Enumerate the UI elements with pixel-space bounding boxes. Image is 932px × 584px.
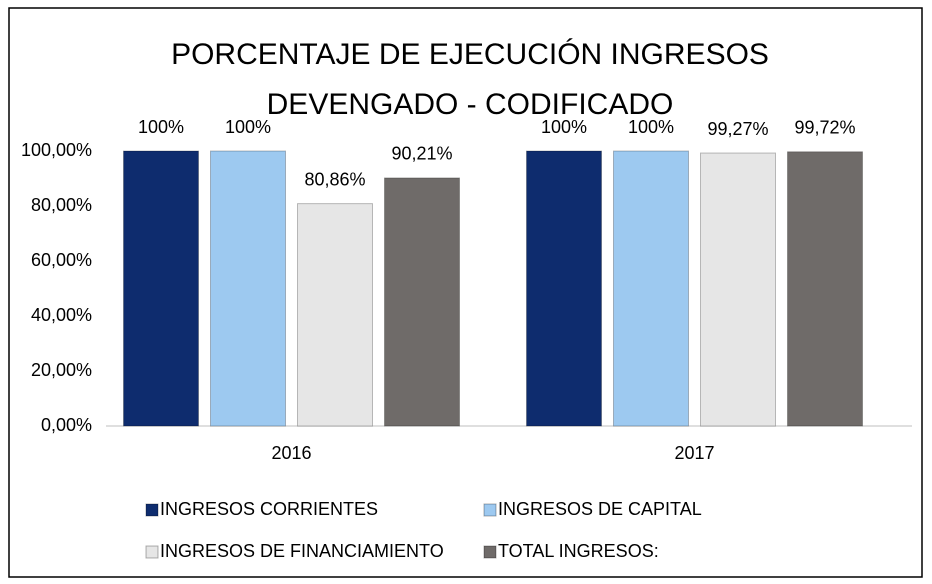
x-tick-label: 2016: [271, 443, 311, 463]
data-label: 100%: [138, 117, 184, 137]
data-label: 80,86%: [304, 169, 365, 189]
data-label: 99,72%: [794, 118, 855, 138]
bar: [384, 177, 460, 427]
legend-label: INGRESOS CORRIENTES: [160, 499, 378, 519]
bar: [210, 150, 286, 427]
y-tick-label: 80,00%: [31, 195, 92, 215]
y-tick-label: 60,00%: [31, 250, 92, 270]
legend-swatch: [483, 545, 497, 559]
bar: [123, 150, 199, 427]
legend-swatch: [483, 503, 497, 517]
data-label: 99,27%: [707, 119, 768, 139]
legend-swatch: [145, 545, 159, 559]
legend-label: INGRESOS DE FINANCIAMIENTO: [160, 541, 444, 561]
x-tick-label: 2017: [674, 443, 714, 463]
legend-swatch: [145, 503, 159, 517]
bar: [297, 203, 373, 427]
bar: [700, 152, 776, 427]
bar: [526, 150, 602, 427]
legend-label: TOTAL INGRESOS:: [498, 541, 659, 561]
bar: [613, 150, 689, 427]
y-tick-label: 20,00%: [31, 360, 92, 380]
y-tick-label: 100,00%: [21, 140, 92, 160]
y-tick-label: 40,00%: [31, 305, 92, 325]
data-label: 100%: [628, 117, 674, 137]
bar: [787, 151, 863, 427]
data-label: 100%: [225, 117, 271, 137]
y-tick-label: 0,00%: [41, 415, 92, 435]
chart-title: PORCENTAJE DE EJECUCIÓN INGRESOS DEVENGA…: [171, 38, 769, 121]
data-label: 100%: [541, 117, 587, 137]
legend-label: INGRESOS DE CAPITAL: [498, 499, 702, 519]
data-label: 90,21%: [391, 144, 452, 164]
